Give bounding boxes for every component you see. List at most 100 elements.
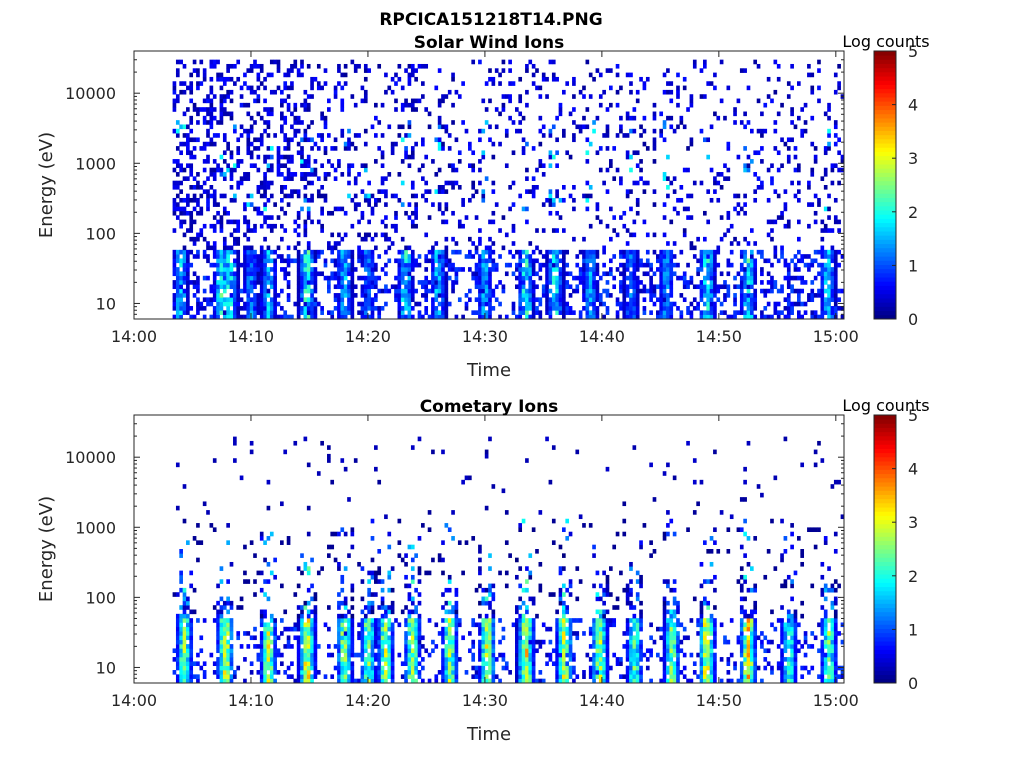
- spectrogram-cell: [743, 210, 747, 216]
- spectrogram-cell: [290, 189, 294, 194]
- spectrogram-cell: [706, 306, 711, 311]
- spectrogram-cell: [340, 258, 345, 264]
- spectrogram-cell: [639, 258, 643, 264]
- spectrogram-cell: [642, 189, 647, 194]
- spectrogram-cell: [823, 280, 828, 285]
- spectrogram-cell: [454, 639, 459, 645]
- spectrogram-cell: [471, 150, 476, 156]
- spectrogram-cell: [182, 258, 187, 264]
- spectrogram-cell: [212, 94, 217, 99]
- spectrogram-cell: [212, 189, 217, 194]
- spectrogram-cell: [709, 262, 714, 268]
- spectrogram-cell: [367, 618, 371, 623]
- spectrogram-cell: [300, 652, 304, 658]
- spectrogram-cell: [249, 271, 254, 277]
- spectrogram-cell: [273, 635, 277, 641]
- spectrogram-cell: [598, 293, 603, 298]
- spectrogram-cell: [830, 271, 835, 277]
- spectrogram-cell: [179, 635, 183, 641]
- spectrogram-cell: [421, 284, 425, 290]
- spectrogram-cell: [266, 146, 271, 151]
- spectrogram-cell: [461, 120, 465, 125]
- spectrogram-cell: [488, 626, 492, 632]
- spectrogram-cell: [216, 262, 220, 268]
- spectrogram-cell: [518, 98, 523, 104]
- spectrogram-cell: [437, 258, 442, 264]
- spectrogram-cell: [726, 176, 731, 181]
- spectrogram-cell: [222, 605, 227, 610]
- spectrogram-cell: [410, 665, 415, 671]
- spectrogram-cell: [390, 674, 395, 679]
- spectrogram-cell: [327, 288, 331, 294]
- spectrogram-cell: [253, 120, 257, 125]
- spectrogram-cell: [421, 314, 425, 320]
- spectrogram-cell: [363, 76, 368, 82]
- spectrogram-cell: [474, 622, 479, 628]
- spectrogram-cell: [682, 232, 687, 238]
- spectrogram-cell: [417, 167, 422, 173]
- spectrogram-cell: [196, 72, 200, 78]
- spectrogram-cell: [471, 618, 476, 623]
- spectrogram-cell: [753, 267, 758, 272]
- spectrogram-cell: [222, 631, 227, 636]
- spectrogram-cell: [182, 219, 187, 225]
- spectrogram-cell: [786, 81, 791, 86]
- spectrogram-cell: [246, 631, 251, 636]
- spectrogram-cell: [689, 301, 694, 307]
- spectrogram-cell: [226, 262, 230, 268]
- spectrogram-cell: [468, 288, 472, 294]
- spectrogram-cell: [595, 306, 600, 311]
- spectrogram-cell: [259, 81, 264, 86]
- spectrogram-cell: [175, 661, 180, 667]
- spectrogram-cell: [578, 280, 583, 285]
- spectrogram-cell: [447, 661, 452, 667]
- spectrogram-cell: [444, 262, 449, 268]
- spectrogram-cell: [585, 262, 590, 268]
- spectrogram-cell: [515, 652, 519, 658]
- spectrogram-cell: [531, 297, 536, 303]
- spectrogram-cell: [380, 670, 385, 675]
- spectrogram-cell: [713, 271, 717, 277]
- spectrogram-cell: [622, 223, 627, 229]
- spectrogram-cell: [531, 189, 536, 194]
- spectrogram-cell: [565, 81, 570, 86]
- spectrogram-cell: [609, 236, 613, 242]
- spectrogram-cell: [551, 262, 556, 268]
- spectrogram-cell: [421, 137, 425, 143]
- spectrogram-cell: [199, 232, 204, 238]
- spectrogram-cell: [182, 167, 187, 173]
- spectrogram-cell: [239, 288, 244, 294]
- spectrogram-cell: [243, 262, 247, 268]
- spectrogram-cell: [196, 652, 200, 658]
- spectrogram-cell: [296, 215, 301, 220]
- spectrogram-cell: [551, 267, 556, 272]
- spectrogram-cell: [306, 284, 311, 290]
- colorbar-segment: [874, 113, 896, 119]
- spectrogram-cell: [374, 574, 378, 580]
- spectrogram-cell: [484, 622, 489, 628]
- spectrogram-cell: [609, 102, 613, 108]
- spectrogram-cell: [370, 314, 375, 320]
- spectrogram-cell: [632, 275, 637, 281]
- spectrogram-cell: [662, 271, 667, 277]
- spectrogram-cell: [226, 622, 230, 628]
- spectrogram-cell: [310, 193, 314, 199]
- spectrogram-cell: [363, 141, 368, 147]
- spectrogram-cell: [310, 301, 314, 307]
- spectrogram-cell: [380, 639, 385, 645]
- spectrogram-cell: [444, 219, 449, 225]
- spectrogram-cell: [363, 284, 368, 290]
- spectrogram-cell: [253, 89, 257, 95]
- spectrogram-cell: [548, 271, 553, 277]
- spectrogram-cell: [263, 85, 267, 91]
- spectrogram-cell: [263, 657, 267, 662]
- spectrogram-cell: [313, 254, 318, 259]
- spectrogram-cell: [457, 622, 462, 628]
- spectrogram-cell: [269, 223, 274, 229]
- spectrogram-cell: [820, 310, 825, 315]
- spectrogram-cell: [226, 306, 230, 311]
- spectrogram-cell: [400, 275, 405, 281]
- spectrogram-cell: [461, 197, 465, 203]
- spectrogram-cell: [253, 310, 257, 315]
- spectrogram-cell: [290, 81, 294, 86]
